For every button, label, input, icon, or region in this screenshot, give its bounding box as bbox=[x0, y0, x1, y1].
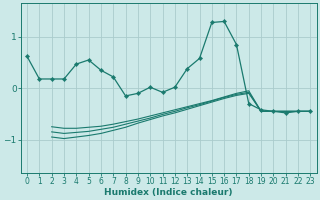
X-axis label: Humidex (Indice chaleur): Humidex (Indice chaleur) bbox=[104, 188, 233, 197]
